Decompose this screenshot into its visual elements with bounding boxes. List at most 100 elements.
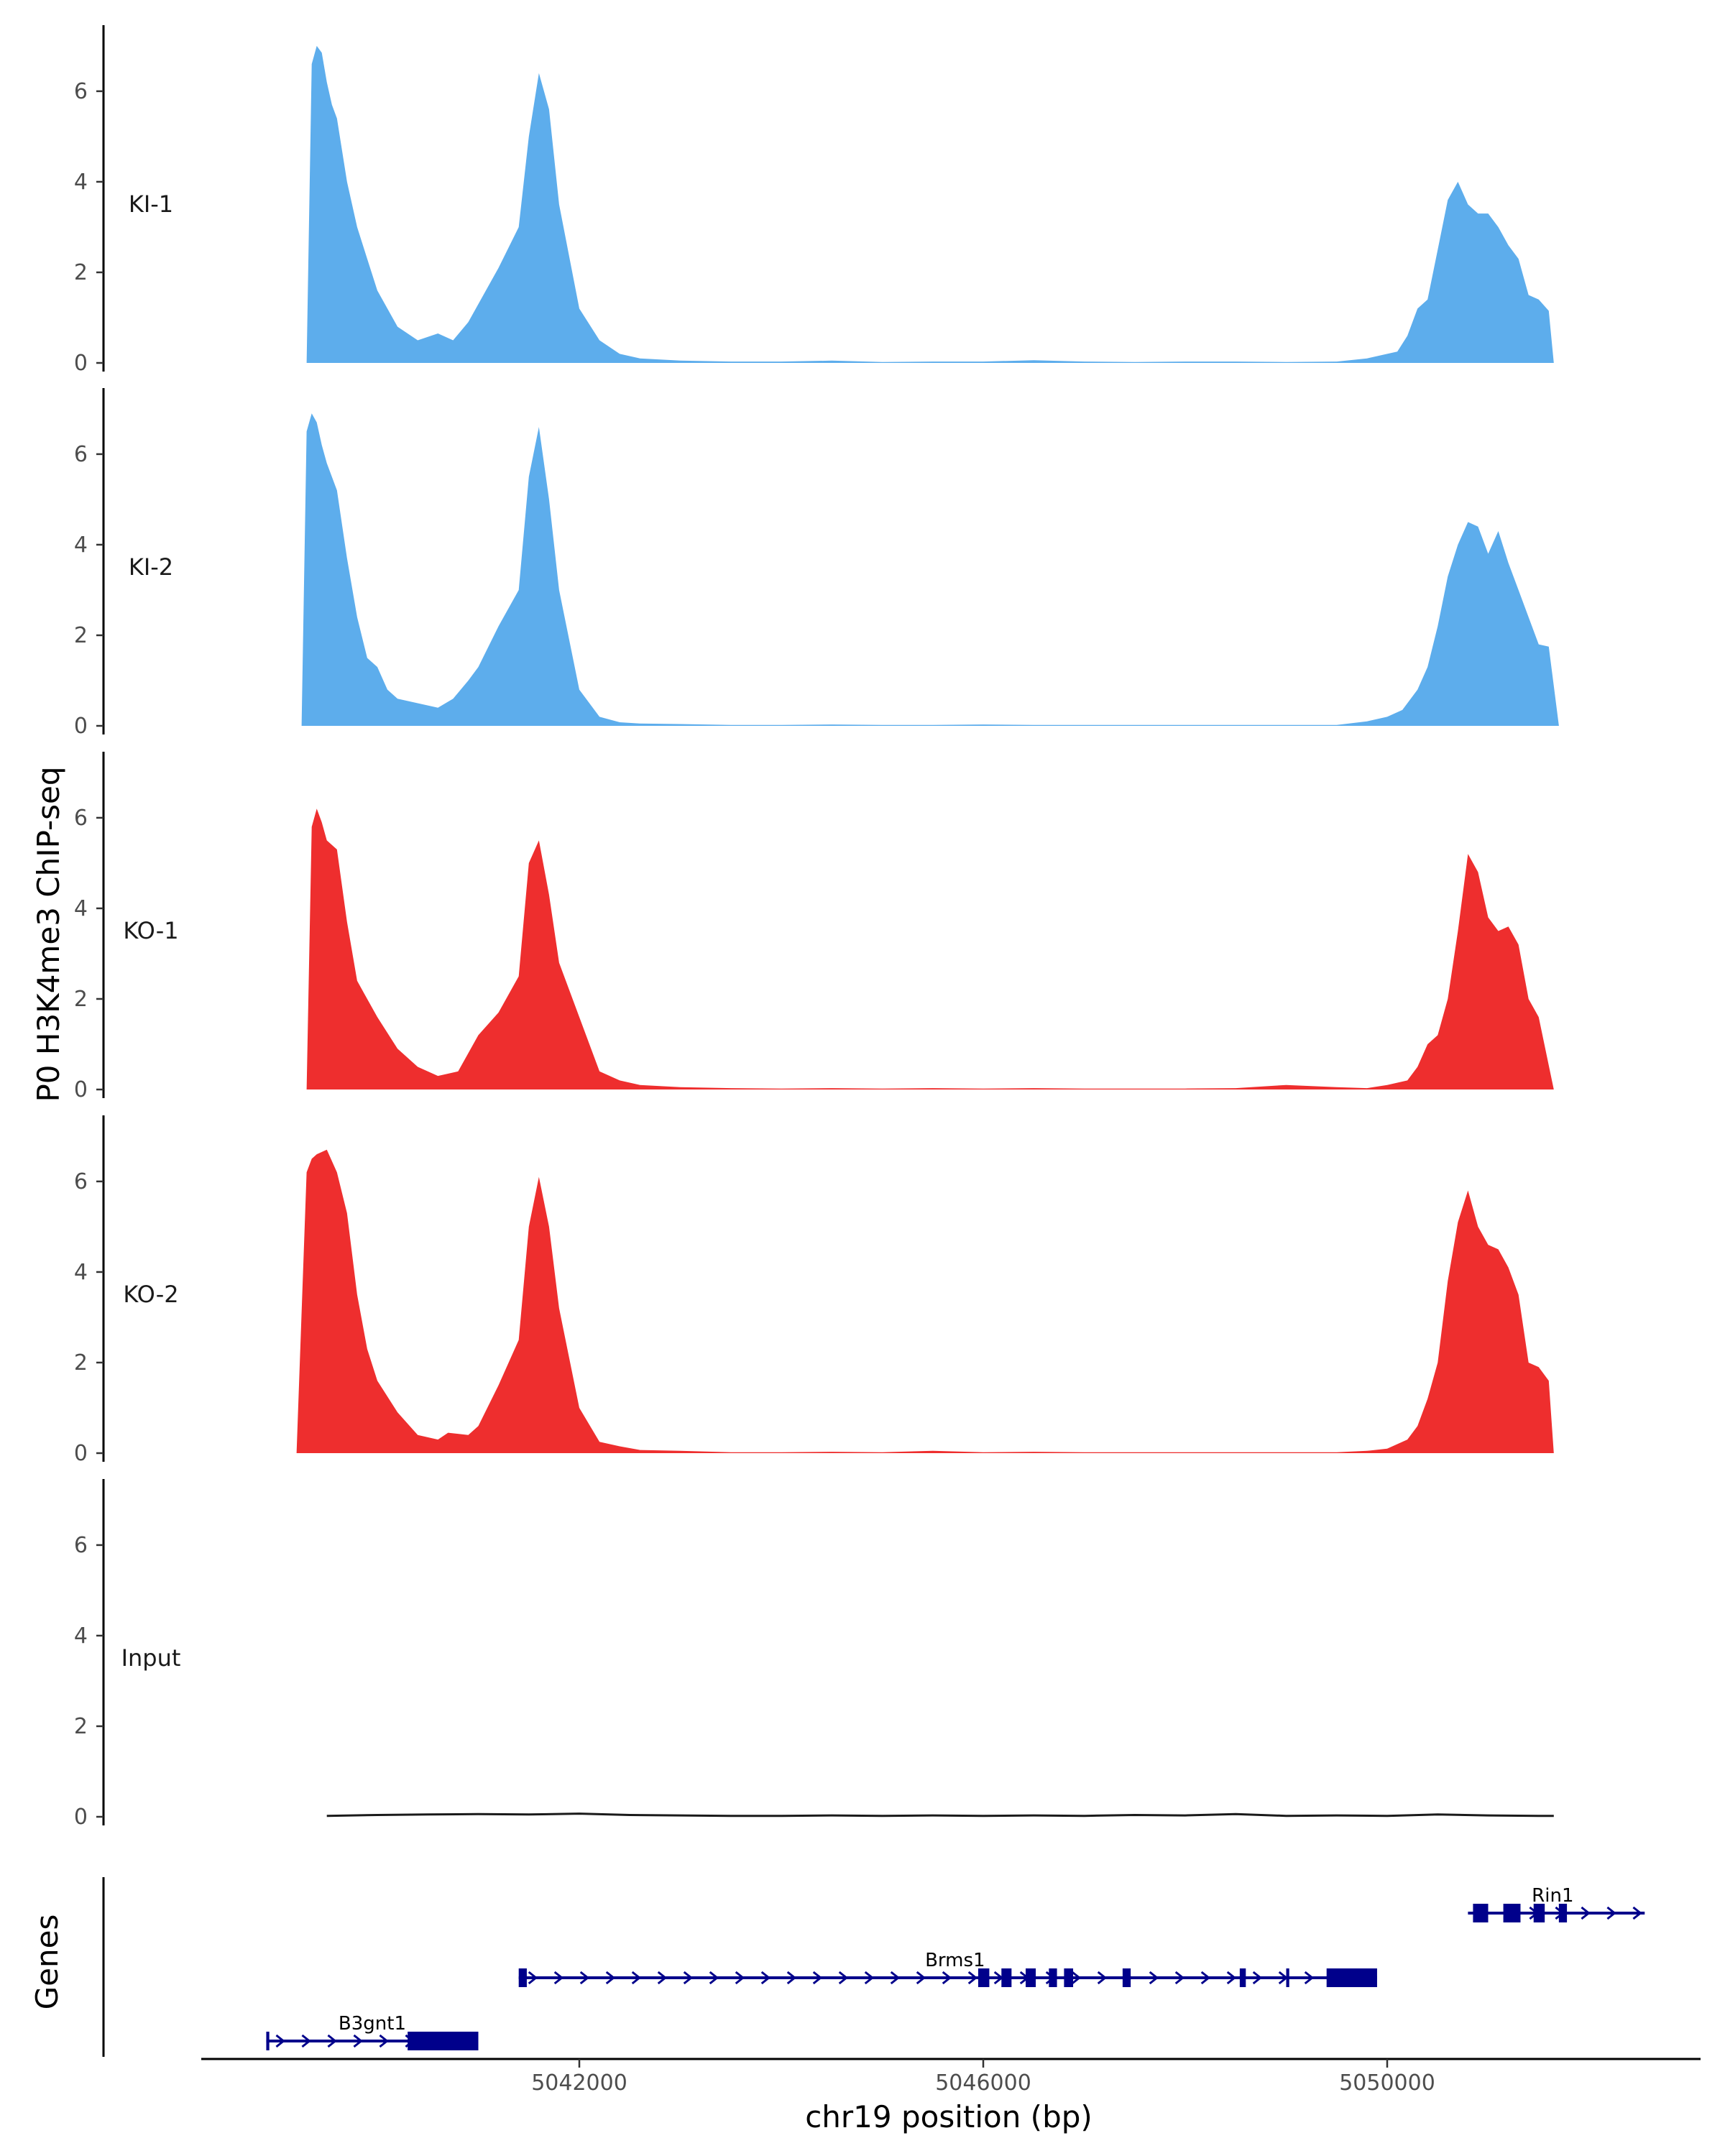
coverage-area (296, 1149, 1554, 1453)
gene-exon (1533, 1904, 1545, 1922)
strand-arrow (1606, 1906, 1616, 1920)
gene-exon (1001, 1968, 1012, 1987)
strand-arrow (1071, 1971, 1082, 1985)
y-tick-label: 6 (74, 806, 88, 831)
y-tick-label: 0 (74, 714, 88, 739)
strand-arrow (1252, 1971, 1263, 1985)
gene-exon (1239, 1968, 1246, 1987)
y-tick-label: 4 (74, 170, 88, 195)
track-label: KO-2 (123, 1281, 178, 1308)
coverage-tracks: 0 2 4 6 KI-1 0 2 4 6 KI-2 0 2 4 6 KO-1 0 2 4 6 KO-2 0 2 4 6 Inpu… (74, 25, 1559, 1830)
gene-rin1: Rin1 (1468, 1885, 1645, 1922)
strand-arrow (864, 1971, 875, 1985)
gene-exon (978, 1968, 990, 1987)
strand-arrow (631, 1971, 642, 1985)
strand-arrow (1226, 1971, 1237, 1985)
strand-arrow (528, 1971, 538, 1985)
gene-exon (1286, 1968, 1289, 1987)
gene-exon (1026, 1968, 1036, 1987)
x-axis-title: chr19 position (bp) (805, 2099, 1092, 2134)
y-tick-label: 4 (74, 533, 88, 558)
gene-label: B3gnt1 (339, 2013, 406, 2035)
coverage-area (301, 413, 1559, 726)
gene-label: Rin1 (1532, 1885, 1573, 1907)
gene-b3gnt1: B3gnt1 (266, 2013, 479, 2050)
strand-arrow (1581, 1906, 1591, 1920)
y-tick-label: 0 (74, 1805, 88, 1830)
y-tick-label: 6 (74, 79, 88, 104)
strand-arrow (1304, 1971, 1315, 1985)
coverage-area (306, 808, 1554, 1089)
gene-exon (1122, 1968, 1131, 1987)
x-tick-label: 5050000 (1339, 2070, 1435, 2096)
strand-arrow (760, 1971, 771, 1985)
y-tick-label: 6 (74, 1169, 88, 1194)
y-tick-label: 4 (74, 896, 88, 921)
track-input: 0 2 4 6 Input (74, 1479, 1554, 1830)
strand-arrow (379, 2034, 389, 2048)
y-tick-label: 2 (74, 623, 88, 648)
gene-exon (1064, 1968, 1074, 1987)
x-axis: 5042000 5046000 5050000 (201, 2058, 1701, 2096)
strand-arrow (838, 1971, 849, 1985)
strand-arrow (709, 1971, 719, 1985)
gene-exon (1326, 1968, 1377, 1987)
track-label: KI-2 (129, 553, 173, 581)
y-tick-label: 0 (74, 1441, 88, 1466)
track-ki-1: 0 2 4 6 KI-1 (74, 25, 1554, 376)
y-tick-label: 2 (74, 260, 88, 285)
track-ko-2: 0 2 4 6 KO-2 (74, 1115, 1554, 1466)
gene-exon (1049, 1968, 1057, 1987)
strand-arrow (1149, 1971, 1159, 1985)
y-tick-label: 6 (74, 1533, 88, 1558)
y-tick-label: 0 (74, 351, 88, 376)
strand-arrow (916, 1971, 926, 1985)
track-ko-1: 0 2 4 6 KO-1 (74, 752, 1554, 1102)
gene-exon (1473, 1904, 1489, 1922)
y-tick-label: 4 (74, 1260, 88, 1285)
strand-arrow (275, 2034, 285, 2048)
coverage-area (306, 45, 1554, 364)
strand-arrow (967, 1971, 978, 1985)
gene-exon (518, 1968, 527, 1987)
y-tick-label: 2 (74, 1350, 88, 1376)
track-ki-2: 0 2 4 6 KI-2 (74, 388, 1559, 739)
strand-arrow (683, 1971, 694, 1985)
y-tick-label: 2 (74, 1714, 88, 1739)
strand-arrow (786, 1971, 797, 1985)
y-tick-label: 4 (74, 1623, 88, 1649)
x-tick-label: 5042000 (531, 2070, 627, 2096)
y-tick-label: 2 (74, 987, 88, 1012)
y-tick-label: 6 (74, 442, 88, 467)
strand-arrow (353, 2034, 363, 2048)
strand-arrow (1097, 1971, 1108, 1985)
gene-annotation-track: B3gnt1 Brms1 Rin1 (102, 1877, 1645, 2057)
strand-arrow (327, 2034, 337, 2048)
strand-arrow (942, 1971, 952, 1985)
strand-arrow (579, 1971, 590, 1985)
gene-label: Brms1 (925, 1950, 985, 1971)
track-label: KO-1 (123, 917, 178, 944)
coverage-line (326, 1812, 1554, 1818)
gene-exon (408, 2032, 479, 2050)
strand-arrow (735, 1971, 745, 1985)
strand-arrow (890, 1971, 901, 1985)
strand-arrow (553, 1971, 564, 1985)
strand-arrow (1200, 1971, 1211, 1985)
y-axis-title: P0 H3K4me3 ChIP-seq (31, 766, 66, 1102)
strand-arrow (1632, 1906, 1642, 1920)
y-tick-label: 0 (74, 1077, 88, 1102)
strand-arrow (301, 2034, 311, 2048)
gene-brms1: Brms1 (518, 1950, 1377, 1987)
gene-exon (1503, 1904, 1521, 1922)
strand-arrow (812, 1971, 823, 1985)
strand-arrow (657, 1971, 668, 1985)
gene-exon (266, 2032, 270, 2050)
strand-arrow (1174, 1971, 1185, 1985)
track-label: Input (121, 1644, 181, 1672)
gene-exon (1558, 1904, 1568, 1922)
x-tick-label: 5046000 (935, 2070, 1031, 2096)
strand-arrow (605, 1971, 616, 1985)
genes-axis-title: Genes (29, 1915, 65, 2010)
